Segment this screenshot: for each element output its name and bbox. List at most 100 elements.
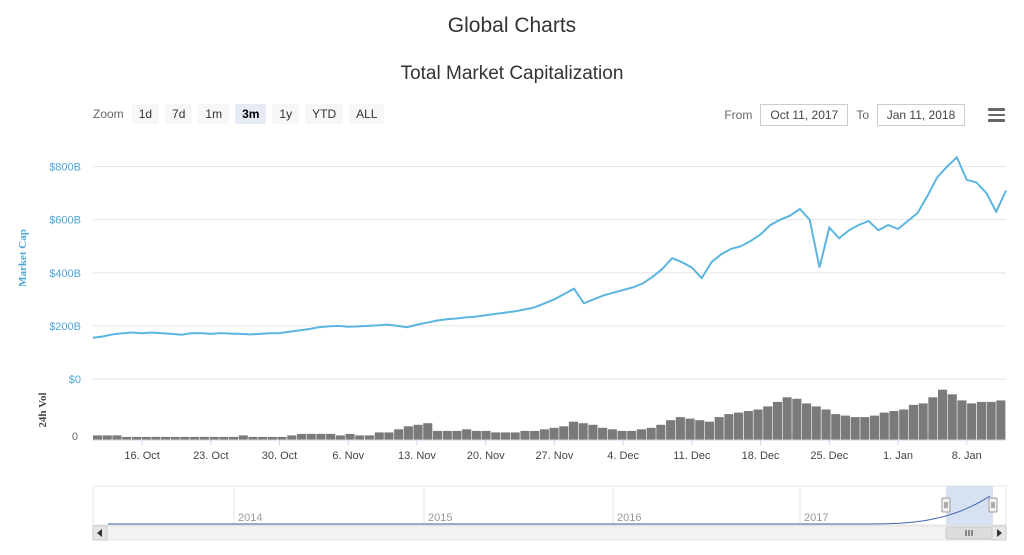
- volume-bar: [753, 409, 763, 440]
- x-tick-label: 1. Jan: [883, 450, 913, 462]
- volume-bar: [229, 436, 239, 440]
- y-axis-label: Market Cap: [17, 229, 29, 287]
- volume-bar: [850, 417, 860, 440]
- volume-bar: [947, 394, 957, 441]
- volume-bar: [510, 432, 520, 440]
- navigator-selection[interactable]: [946, 486, 993, 525]
- menu-icon[interactable]: [988, 108, 1005, 122]
- volume-bar: [151, 436, 161, 440]
- volume-bar: [491, 432, 501, 440]
- volume-bar: [374, 432, 384, 440]
- volume-bar: [831, 414, 841, 440]
- volume-bar: [384, 432, 394, 440]
- volume-bar: [199, 436, 209, 440]
- volume-bar: [704, 421, 714, 440]
- grip-icon: [965, 530, 973, 536]
- volume-bar: [326, 433, 336, 440]
- zoom-1m-button[interactable]: 1m: [198, 104, 230, 124]
- volume-bar: [471, 430, 481, 440]
- volume-bar: [122, 436, 132, 440]
- volume-bar: [423, 423, 433, 440]
- page-title: Global Charts: [447, 14, 577, 37]
- volume-bar: [957, 400, 967, 440]
- from-date-input[interactable]: [760, 104, 849, 126]
- market-cap-series-line: [92, 155, 1007, 339]
- volume-bar: [802, 403, 812, 440]
- handle-icon[interactable]: [941, 497, 951, 513]
- volume-bar: [840, 415, 850, 440]
- handle-icon[interactable]: [988, 497, 998, 513]
- volume-bar: [345, 433, 355, 440]
- volume-bar: [141, 436, 151, 440]
- volume-bar: [277, 436, 287, 440]
- x-tick-label: 8. Jan: [952, 450, 982, 462]
- volume-bar: [190, 436, 200, 440]
- volume-bar: [734, 412, 744, 440]
- volume-bar: [559, 426, 569, 440]
- volume-bar: [636, 429, 646, 440]
- to-date-input[interactable]: [877, 104, 965, 126]
- volume-bar: [297, 433, 307, 440]
- volume-axis-label: 24h Vol: [37, 392, 49, 427]
- to-label: To: [856, 108, 869, 122]
- zoom-ytd-button[interactable]: YTD: [305, 104, 344, 124]
- volume-bar: [996, 400, 1006, 440]
- navigator-series-line: [108, 495, 991, 525]
- x-tick-label: 16. Oct: [124, 450, 159, 462]
- y-tick-label: $200B: [49, 321, 81, 333]
- volume-bar: [656, 424, 666, 441]
- y-tick-label: $0: [69, 374, 81, 386]
- scrollbar[interactable]: [92, 525, 1007, 541]
- x-tick-label: 11. Dec: [673, 450, 711, 462]
- volume-bar: [432, 430, 442, 440]
- navigator[interactable]: 2014 2015 2016 2017: [92, 485, 1007, 526]
- y-tick-label: $400B: [49, 268, 81, 280]
- volume-bar: [403, 426, 413, 440]
- volume-bar: [743, 411, 753, 440]
- volume-bar: [617, 430, 627, 440]
- volume-bar: [102, 435, 112, 440]
- x-axis-ticks: 16. Oct 23. Oct 30. Oct 6. Nov 13. Nov 20. No…: [124, 440, 982, 462]
- volume-bar: [335, 435, 345, 440]
- volume-bar: [588, 424, 598, 441]
- volume-bar: [442, 430, 452, 440]
- volume-bar: [219, 436, 229, 440]
- zoom-7d-button[interactable]: 7d: [165, 104, 193, 124]
- x-tick-label: 23. Oct: [193, 450, 228, 462]
- volume-bar: [365, 435, 375, 440]
- volume-bar: [899, 409, 909, 440]
- zoom-3m-button[interactable]: 3m: [235, 104, 267, 124]
- volume-bar: [258, 436, 268, 440]
- volume-bar: [976, 401, 986, 440]
- volume-bar: [238, 435, 248, 440]
- y-tick-label: $800B: [49, 162, 81, 174]
- arrow-left-icon: [97, 529, 102, 537]
- volume-bar: [598, 427, 608, 440]
- zoom-1y-button[interactable]: 1y: [272, 104, 300, 124]
- volume-y-tick: 0: [72, 431, 78, 443]
- volume-bar: [763, 406, 773, 440]
- volume-bar: [93, 435, 103, 440]
- volume-bar: [607, 429, 617, 440]
- volume-bar: [821, 409, 831, 440]
- volume-bar: [530, 430, 540, 440]
- volume-bar: [500, 432, 510, 440]
- x-tick-label: 27. Nov: [535, 450, 573, 462]
- x-tick-label: 30. Oct: [262, 450, 297, 462]
- zoom-all-button[interactable]: ALL: [349, 104, 385, 124]
- volume-bar: [112, 435, 122, 440]
- volume-bar: [394, 429, 404, 440]
- date-range-selector: From To: [724, 104, 965, 126]
- volume-bar: [306, 433, 316, 440]
- navigator-tick-label: 2015: [428, 512, 452, 524]
- volume-bar: [248, 436, 258, 440]
- volume-bar: [860, 417, 870, 440]
- zoom-1d-button[interactable]: 1d: [131, 104, 160, 124]
- volume-bar: [267, 436, 277, 440]
- volume-bar: [355, 435, 365, 440]
- volume-bar: [772, 401, 782, 440]
- volume-bar: [889, 411, 899, 440]
- volume-bar: [170, 436, 180, 440]
- volume-bar: [675, 417, 685, 440]
